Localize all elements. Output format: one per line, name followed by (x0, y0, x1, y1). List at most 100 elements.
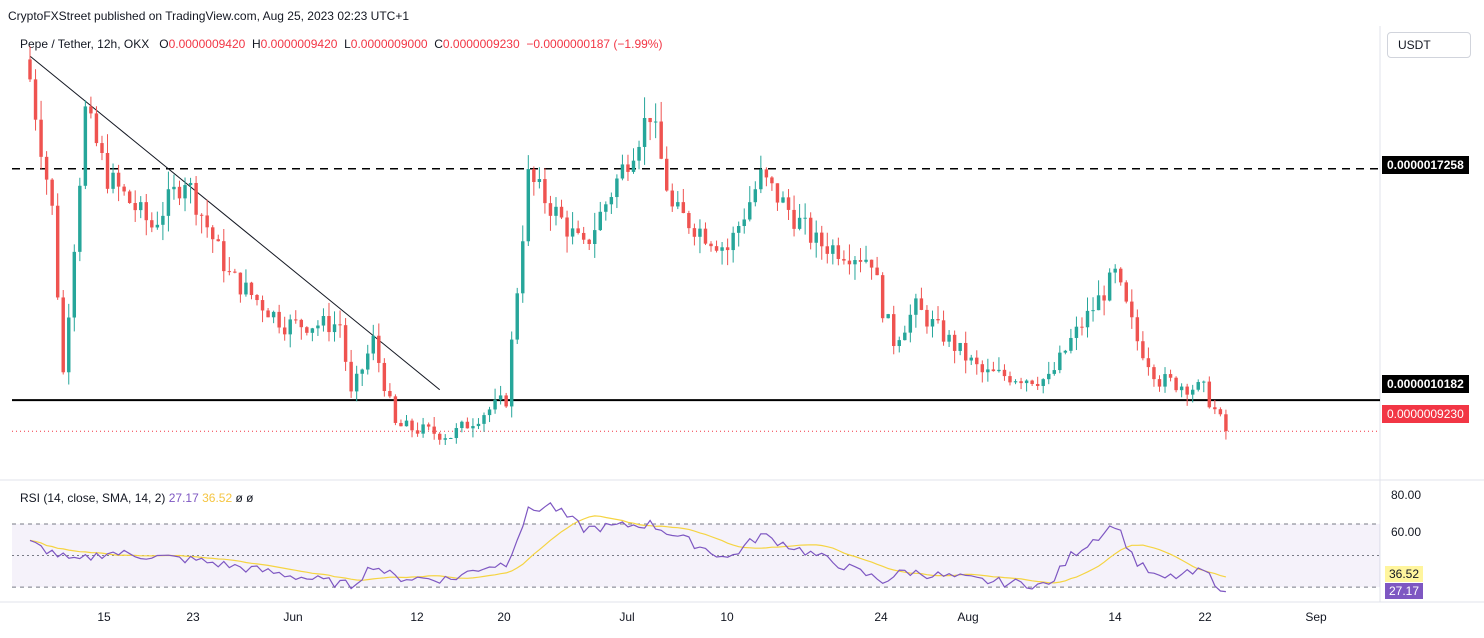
candle-body (731, 232, 735, 251)
candle-body (426, 424, 431, 427)
candle-body (1119, 268, 1123, 283)
candle-body (1024, 380, 1029, 384)
candle-body (880, 275, 885, 319)
candle-body (858, 260, 863, 262)
candle-body (233, 271, 237, 273)
candle-body (271, 311, 276, 318)
rsi-legend-extra: ø ø (235, 491, 254, 505)
x-tick: 12 (410, 610, 424, 624)
x-tick: 20 (497, 610, 511, 624)
candle-body (260, 300, 265, 311)
candle-body (725, 247, 730, 251)
candle-body (39, 119, 43, 157)
candle-body (67, 317, 71, 373)
candle-body (421, 424, 425, 434)
candle-body (986, 369, 990, 373)
candle-body (936, 319, 940, 321)
candle-body (803, 217, 807, 219)
open-label: O (159, 37, 169, 51)
candle-body (914, 298, 918, 315)
publisher-line: CryptoFXStreet published on TradingView.… (8, 9, 410, 23)
candle-body (581, 232, 586, 240)
x-tick: Aug (957, 610, 979, 624)
candle-body (975, 357, 979, 365)
candle-body (980, 364, 985, 373)
high-value: 0.0000009420 (260, 37, 338, 51)
candle-body (1013, 381, 1018, 383)
candle-body (332, 324, 337, 333)
candle-body (509, 339, 514, 407)
candle-body (210, 227, 215, 240)
candle-body (321, 316, 326, 326)
candle-body (1058, 352, 1062, 371)
candle-body (155, 224, 160, 228)
candle-body (227, 271, 232, 273)
candle-body (1047, 373, 1051, 380)
candle-body (609, 197, 614, 205)
candle-body (720, 247, 724, 251)
candle-body (626, 164, 630, 172)
candle-body (288, 319, 292, 335)
candle-body (598, 211, 602, 231)
candle-body (327, 316, 331, 333)
candle-body (781, 197, 785, 203)
x-tick: Jun (283, 610, 303, 624)
candle-body (698, 228, 702, 237)
candle-body (177, 186, 182, 199)
candle-body (1174, 377, 1178, 391)
candle-body (532, 169, 536, 183)
candle-body (1063, 350, 1068, 353)
candle-body (1190, 389, 1195, 395)
candle-body (604, 204, 608, 212)
candle-body (1052, 370, 1057, 374)
candle-body (454, 428, 459, 439)
currency-button[interactable]: USDT (1387, 32, 1471, 58)
candle-body (205, 215, 209, 228)
candle-body (410, 420, 414, 431)
candle-body (1074, 326, 1079, 338)
candle-body (1185, 386, 1189, 395)
candle-body (753, 189, 758, 203)
candle-body (33, 79, 38, 120)
candle-body (842, 258, 846, 261)
candle-body (83, 106, 88, 186)
candle-body (1152, 367, 1156, 380)
candle-body (659, 121, 663, 159)
change-value: −0.0000000187 (−1.99%) (526, 37, 663, 51)
candle-body (631, 160, 636, 172)
candle-body (864, 259, 868, 262)
trend-line (29, 55, 441, 391)
rsi-legend: RSI (14, close, SMA, 14, 2) 27.17 36.52 … (20, 491, 253, 505)
candle-body (377, 335, 381, 363)
candle-body (559, 206, 564, 218)
candle-body (565, 217, 569, 237)
candle-body (437, 433, 442, 440)
candle-body (316, 325, 320, 329)
candle-body (1196, 382, 1200, 390)
candle-body (1080, 326, 1084, 328)
rsi-axis-tick-80: 80.00 (1391, 488, 1422, 502)
candle-body (338, 324, 342, 326)
candle-body (947, 334, 951, 342)
candle-body (255, 295, 259, 301)
candle-body (382, 362, 387, 392)
candle-body (222, 241, 226, 272)
candle-body (1146, 358, 1151, 368)
candle-body (432, 426, 436, 434)
candle-body (183, 185, 187, 199)
symbol-label: Pepe / Tether, 12h, OKX (20, 37, 150, 51)
candle-body (122, 186, 126, 192)
candle-body (1135, 317, 1140, 342)
candle-body (294, 319, 298, 321)
candle-body (792, 209, 796, 229)
last-price-label: 0.0000009230 (1382, 405, 1469, 423)
candle-body (1030, 380, 1034, 384)
candle-body (515, 293, 519, 340)
candle-body (1002, 369, 1007, 377)
rsi-legend-sma: 36.52 (202, 491, 233, 505)
candle-body (637, 146, 641, 161)
candle-body (786, 197, 791, 210)
candle-body (1091, 310, 1095, 312)
candle-body (897, 340, 901, 347)
